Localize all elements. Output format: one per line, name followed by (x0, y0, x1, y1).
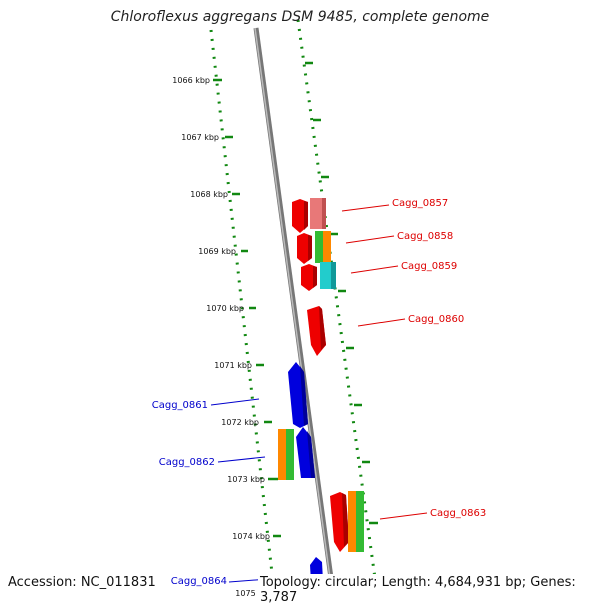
gene-label[interactable]: Cagg_0859 (401, 261, 457, 272)
ruler-ticks (213, 61, 378, 538)
gene-cagg-0862[interactable]: Cagg_0862 (159, 427, 315, 480)
gene-arrow-shade (307, 431, 315, 478)
gene-label[interactable]: Cagg_0864 (171, 576, 227, 587)
gene-domain-green (286, 429, 294, 480)
ruler-track-left (209, 29, 277, 600)
gene-domain-green (315, 231, 323, 263)
ruler-label-1071: 1071 kbp (214, 361, 252, 370)
genome-backbone (253, 27, 337, 600)
gene-domain-pink-shade (322, 198, 326, 229)
gene-cagg-0861[interactable]: Cagg_0861 (152, 362, 308, 428)
gene-leader-line (350, 265, 399, 274)
gene-leader-line (341, 204, 390, 212)
gene-domain-orange (323, 231, 331, 263)
gene-arrow-shade (342, 493, 349, 547)
gene-cagg-0863[interactable]: Cagg_0863 (330, 491, 486, 552)
gene-label[interactable]: Cagg_0858 (397, 231, 453, 242)
gene-leader-line (210, 398, 260, 406)
gene-domain-orange (348, 491, 356, 552)
ruler-label-1070: 1070 kbp (206, 304, 244, 313)
genome-summary-text: Topology: circular; Length: 4,684,931 bp… (258, 574, 600, 606)
gene-label[interactable]: Cagg_0857 (392, 198, 448, 209)
gene-label[interactable]: Cagg_0862 (159, 457, 215, 468)
gene-label[interactable]: Cagg_0860 (408, 314, 464, 325)
ruler-label-1066: 1066 kbp (172, 76, 210, 85)
gene-domain-cyan-shade (331, 262, 336, 289)
ruler-label-1069: 1069 kbp (198, 247, 236, 256)
gene-arrow-shade (308, 235, 312, 261)
gene-domain-orange (278, 429, 286, 480)
ruler-label-1073: 1073 kbp (227, 475, 265, 484)
gene-arrow-shade (313, 266, 317, 288)
gene-arrow-shade (304, 201, 308, 230)
gene-label[interactable]: Cagg_0863 (430, 508, 486, 519)
genome-backbone-highlight (254, 27, 334, 600)
gene-label[interactable]: Cagg_0861 (152, 400, 208, 411)
gene-domain-green (356, 491, 364, 552)
gene-leader-line (357, 318, 406, 327)
gene-cagg-0859[interactable]: Cagg_0859 (301, 261, 457, 291)
gene-leader-line (379, 512, 428, 520)
ruler-label-1067: 1067 kbp (181, 133, 219, 142)
gene-leader-line (345, 235, 395, 244)
gene-cagg-0860[interactable]: Cagg_0860 (307, 306, 464, 356)
gene-arrow-shade (300, 366, 308, 426)
gene-cagg-0858[interactable]: Cagg_0858 (297, 231, 453, 264)
ruler-label-1074: 1074 kbp (232, 532, 270, 541)
accession-text: Accession: NC_011831 (6, 574, 158, 591)
ruler-track-right (296, 19, 380, 600)
gene-leader-line (217, 456, 266, 463)
genome-title: Chloroflexus aggregans DSM 9485, complet… (110, 9, 490, 25)
ruler-label-1072: 1072 kbp (221, 418, 259, 427)
gene-arrow-shade (319, 306, 326, 350)
ruler-label-1075: 1075 kbp (235, 589, 273, 598)
ruler-label-1068: 1068 kbp (190, 190, 228, 199)
gene-cagg-0857[interactable]: Cagg_0857 (292, 198, 448, 233)
